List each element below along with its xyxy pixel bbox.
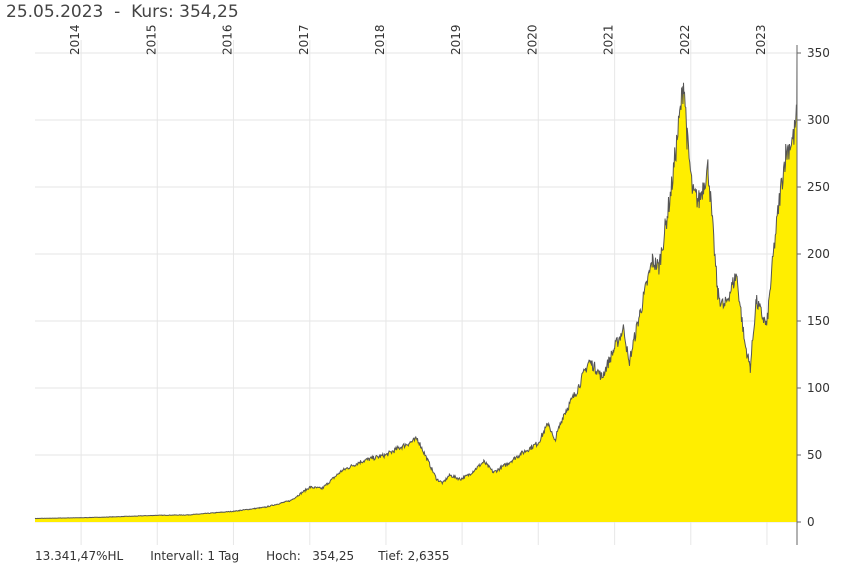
price-area xyxy=(35,47,797,523)
x-tick-label: 2018 xyxy=(373,24,387,55)
footer-change: 13.341,47%HL xyxy=(35,549,124,563)
price-line xyxy=(34,47,798,520)
footer-low-label: Tief: xyxy=(378,549,404,563)
y-tick-label: 50 xyxy=(807,448,822,462)
chart-header: 25.05.2023 - Kurs: 354,25 xyxy=(6,2,239,22)
x-tick-label: 2014 xyxy=(68,24,82,55)
y-tick-label: 350 xyxy=(807,46,830,60)
header-price-value: 354,25 xyxy=(179,2,239,22)
x-tick-label: 2022 xyxy=(678,24,692,55)
footer-high-value: 354,25 xyxy=(312,549,355,563)
footer-high-label: Hoch: xyxy=(266,549,301,563)
header-date: 25.05.2023 xyxy=(6,2,104,22)
y-tick-label: 0 xyxy=(807,515,815,529)
x-tick-label: 2016 xyxy=(220,24,234,55)
chart-footer: 13.341,47%HL Intervall: 1 Tag Hoch: 354,… xyxy=(35,549,450,563)
footer-interval-value: 1 Tag xyxy=(207,549,240,563)
x-tick-label: 2023 xyxy=(754,24,768,55)
y-tick-label: 150 xyxy=(807,314,830,328)
x-tick-label: 2021 xyxy=(602,24,616,55)
y-tick-label: 100 xyxy=(807,381,830,395)
y-axis-ticks: 0 50 100 150 200 250 300 350 xyxy=(797,46,830,529)
y-tick-label: 300 xyxy=(807,113,830,127)
footer-interval-label: Intervall: xyxy=(150,549,204,563)
x-axis-ticks: 2014 2015 2016 2017 2018 2019 2020 2021 2022 2023 xyxy=(68,24,768,55)
header-price-label: Kurs: xyxy=(131,2,174,22)
y-tick-label: 250 xyxy=(807,180,830,194)
x-tick-label: 2017 xyxy=(297,24,311,55)
x-tick-label: 2019 xyxy=(449,24,463,55)
header-separator: - xyxy=(114,2,121,22)
y-tick-label: 200 xyxy=(807,247,830,261)
x-tick-label: 2020 xyxy=(525,24,539,55)
footer-low-value: 2,6355 xyxy=(407,549,450,563)
x-tick-label: 2015 xyxy=(144,24,158,55)
